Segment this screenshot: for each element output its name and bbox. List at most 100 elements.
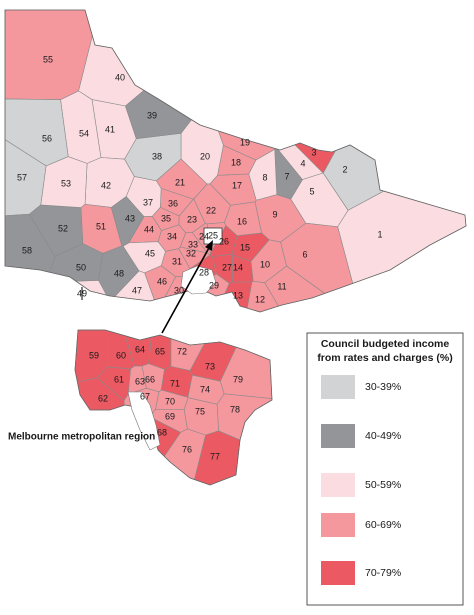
council-label: 57 bbox=[17, 172, 27, 182]
council-label: 65 bbox=[155, 346, 165, 356]
council-label: 73 bbox=[205, 361, 215, 371]
metro-label: Melbourne metropolitan region bbox=[8, 432, 155, 443]
council-label: 62 bbox=[98, 393, 108, 403]
council-label: 29 bbox=[209, 280, 219, 290]
metro-bay bbox=[127, 391, 161, 451]
council-label: 75 bbox=[195, 406, 205, 416]
council-label: 21 bbox=[175, 177, 185, 187]
council-label: 25 bbox=[208, 230, 218, 240]
council-label: 17 bbox=[232, 180, 242, 190]
council-label: 76 bbox=[182, 444, 192, 454]
council-region bbox=[216, 393, 273, 441]
outline bbox=[74, 329, 273, 486]
council-label: 2 bbox=[342, 164, 347, 174]
council-label: 5 bbox=[309, 186, 314, 196]
council-label: 54 bbox=[79, 128, 89, 138]
council-label: 26 bbox=[219, 236, 229, 246]
council-region bbox=[128, 216, 162, 244]
legend-swatch bbox=[321, 424, 355, 448]
legend-swatch bbox=[321, 561, 355, 585]
council-label: 38 bbox=[152, 151, 162, 161]
council-label: 61 bbox=[114, 374, 124, 384]
council-label: 10 bbox=[260, 259, 270, 269]
labels: 1234567891011121314151617181920212223242… bbox=[17, 54, 383, 461]
legend-items: 30-39% 40-49% 50-59% 60-69% 70-79% bbox=[321, 375, 401, 585]
council-label: 42 bbox=[101, 180, 111, 190]
council-label: 71 bbox=[170, 378, 180, 388]
council-label: 15 bbox=[240, 242, 250, 252]
council-label: 1 bbox=[377, 229, 382, 239]
council-label: 51 bbox=[96, 221, 106, 231]
council-label: 78 bbox=[230, 404, 240, 414]
council-label: 72 bbox=[177, 346, 187, 356]
council-label: 77 bbox=[210, 451, 220, 461]
council-label: 12 bbox=[255, 294, 265, 304]
council-label: 3 bbox=[311, 147, 316, 157]
council-label: 66 bbox=[145, 374, 155, 384]
council-label: 67 bbox=[140, 391, 150, 401]
legend-label: 60-69% bbox=[365, 519, 401, 531]
council-label: 46 bbox=[157, 276, 167, 286]
council-label: 53 bbox=[61, 178, 71, 188]
council-label: 8 bbox=[262, 172, 267, 182]
council-label: 31 bbox=[172, 256, 182, 266]
council-label: 37 bbox=[143, 197, 153, 207]
council-label: 50 bbox=[76, 262, 86, 272]
council-label: 19 bbox=[240, 137, 250, 147]
council-label: 33 bbox=[188, 239, 198, 249]
council-label: 11 bbox=[277, 281, 286, 291]
council-label: 68 bbox=[157, 427, 167, 437]
legend-swatch bbox=[321, 375, 355, 399]
council-label: 60 bbox=[116, 350, 126, 360]
council-label: 36 bbox=[168, 198, 178, 208]
council-label: 30 bbox=[174, 285, 184, 295]
legend-title: Council budgeted income bbox=[321, 338, 449, 350]
council-label: 22 bbox=[206, 205, 216, 215]
council-label: 32 bbox=[186, 248, 196, 258]
legend-title: from rates and charges (%) bbox=[317, 352, 452, 364]
council-label: 43 bbox=[125, 213, 135, 223]
legend-swatch bbox=[321, 513, 355, 537]
council-label: 48 bbox=[114, 268, 124, 278]
council-label: 58 bbox=[22, 245, 32, 255]
council-label: 13 bbox=[233, 290, 243, 300]
council-label: 7 bbox=[284, 171, 289, 181]
legend-label: 40-49% bbox=[365, 430, 401, 442]
council-label: 70 bbox=[165, 396, 175, 406]
council-label: 16 bbox=[237, 216, 247, 226]
inset-marker bbox=[203, 227, 223, 245]
council-label: 20 bbox=[200, 151, 210, 161]
legend-label: 70-79% bbox=[365, 567, 401, 579]
council-label: 74 bbox=[200, 384, 210, 394]
council-label: 40 bbox=[115, 72, 125, 82]
council-label: 27 bbox=[222, 262, 232, 272]
council-label: 4 bbox=[300, 158, 305, 168]
inset-arrow bbox=[161, 245, 211, 334]
council-label: 79 bbox=[233, 374, 243, 384]
council-label: 45 bbox=[145, 248, 155, 258]
legend-label: 50-59% bbox=[365, 479, 401, 491]
legend-label: 30-39% bbox=[365, 381, 401, 393]
legend-swatch bbox=[321, 473, 355, 497]
council-label: 18 bbox=[231, 157, 241, 167]
council-label: 9 bbox=[272, 209, 277, 219]
council-label: 59 bbox=[89, 350, 99, 360]
council-label: 39 bbox=[147, 110, 157, 120]
council-label: 52 bbox=[58, 223, 68, 233]
council-label: 34 bbox=[167, 231, 177, 241]
council-label: 47 bbox=[132, 285, 142, 295]
council-label: 28 bbox=[199, 267, 209, 277]
outline bbox=[4, 9, 467, 313]
council-label: 6 bbox=[302, 249, 307, 259]
council-label: 41 bbox=[105, 124, 115, 134]
council-label: 44 bbox=[144, 224, 154, 234]
council-label: 23 bbox=[187, 214, 197, 224]
council-label: 63 bbox=[135, 376, 145, 386]
council-label: 56 bbox=[42, 133, 52, 143]
council-label: 69 bbox=[165, 411, 175, 421]
council-label: 55 bbox=[43, 54, 53, 64]
council-label: 35 bbox=[161, 213, 171, 223]
arrow-head bbox=[205, 240, 213, 251]
council-label: 64 bbox=[135, 344, 145, 354]
